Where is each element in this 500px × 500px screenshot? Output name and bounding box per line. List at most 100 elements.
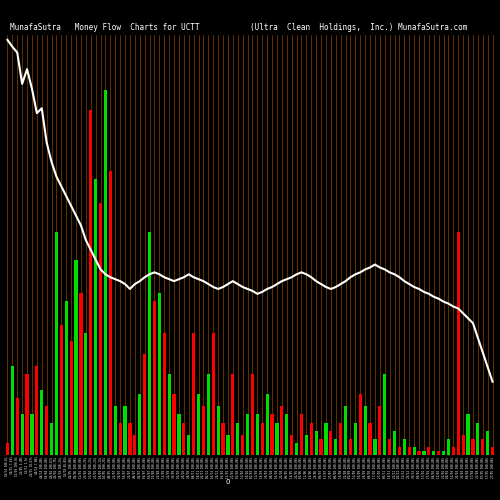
Bar bbox=[398, 447, 401, 455]
Bar bbox=[197, 394, 200, 455]
Bar bbox=[222, 422, 224, 455]
Bar bbox=[30, 414, 34, 455]
Bar bbox=[50, 422, 53, 455]
Text: 0: 0 bbox=[226, 479, 230, 485]
Bar bbox=[168, 374, 170, 455]
Bar bbox=[339, 422, 342, 455]
Bar bbox=[226, 434, 230, 455]
Bar bbox=[241, 434, 244, 455]
Bar bbox=[320, 439, 322, 455]
Bar bbox=[143, 354, 146, 455]
Bar bbox=[452, 447, 455, 455]
Bar bbox=[310, 422, 313, 455]
Bar bbox=[324, 422, 328, 455]
Bar bbox=[491, 447, 494, 455]
Bar bbox=[187, 434, 190, 455]
Bar bbox=[236, 422, 240, 455]
Bar bbox=[36, 366, 38, 455]
Text: MunafaSutra   Money Flow  Charts for UCTT: MunafaSutra Money Flow Charts for UCTT bbox=[10, 22, 200, 32]
Bar bbox=[280, 406, 283, 455]
Bar bbox=[251, 374, 254, 455]
Bar bbox=[358, 394, 362, 455]
Bar bbox=[84, 334, 87, 455]
Bar bbox=[153, 301, 156, 455]
Bar bbox=[256, 414, 259, 455]
Bar bbox=[260, 422, 264, 455]
Bar bbox=[344, 406, 347, 455]
Bar bbox=[428, 447, 430, 455]
Bar bbox=[418, 451, 420, 455]
Bar bbox=[16, 398, 19, 455]
Bar bbox=[172, 394, 176, 455]
Bar bbox=[378, 406, 382, 455]
Bar bbox=[412, 447, 416, 455]
Bar bbox=[408, 447, 411, 455]
Bar bbox=[74, 260, 78, 455]
Bar bbox=[432, 451, 436, 455]
Bar bbox=[486, 430, 489, 455]
Bar bbox=[276, 422, 278, 455]
Bar bbox=[422, 451, 426, 455]
Bar bbox=[216, 406, 220, 455]
Bar bbox=[212, 334, 215, 455]
Bar bbox=[334, 439, 338, 455]
Bar bbox=[295, 443, 298, 455]
Text: (Ultra  Clean  Holdings,  Inc.) MunafaSutra.com: (Ultra Clean Holdings, Inc.) MunafaSutra… bbox=[250, 22, 468, 32]
Bar bbox=[182, 422, 186, 455]
Bar bbox=[192, 334, 195, 455]
Bar bbox=[89, 110, 92, 455]
Bar bbox=[437, 451, 440, 455]
Bar bbox=[388, 439, 391, 455]
Bar bbox=[466, 414, 469, 455]
Bar bbox=[305, 434, 308, 455]
Bar bbox=[374, 439, 376, 455]
Bar bbox=[285, 414, 288, 455]
Bar bbox=[393, 430, 396, 455]
Bar bbox=[232, 374, 234, 455]
Bar bbox=[447, 439, 450, 455]
Bar bbox=[11, 366, 14, 455]
Bar bbox=[134, 434, 136, 455]
Bar bbox=[45, 406, 48, 455]
Bar bbox=[178, 414, 180, 455]
Bar bbox=[158, 292, 161, 455]
Bar bbox=[403, 439, 406, 455]
Bar bbox=[138, 394, 141, 455]
Bar bbox=[99, 204, 102, 455]
Bar bbox=[472, 439, 474, 455]
Bar bbox=[270, 414, 274, 455]
Bar bbox=[162, 334, 166, 455]
Bar bbox=[124, 406, 126, 455]
Bar bbox=[349, 439, 352, 455]
Bar bbox=[383, 374, 386, 455]
Bar bbox=[202, 406, 205, 455]
Bar bbox=[128, 422, 132, 455]
Bar bbox=[462, 434, 464, 455]
Bar bbox=[20, 414, 24, 455]
Bar bbox=[368, 422, 372, 455]
Bar bbox=[118, 422, 122, 455]
Bar bbox=[55, 232, 58, 455]
Bar bbox=[442, 451, 445, 455]
Bar bbox=[364, 406, 366, 455]
Bar bbox=[314, 430, 318, 455]
Bar bbox=[109, 171, 112, 455]
Bar bbox=[60, 325, 63, 455]
Bar bbox=[290, 434, 293, 455]
Bar bbox=[70, 342, 72, 455]
Bar bbox=[114, 406, 117, 455]
Bar bbox=[26, 374, 29, 455]
Bar bbox=[207, 374, 210, 455]
Bar bbox=[6, 443, 9, 455]
Bar bbox=[456, 232, 460, 455]
Bar bbox=[481, 439, 484, 455]
Bar bbox=[300, 414, 303, 455]
Bar bbox=[40, 390, 43, 455]
Bar bbox=[148, 232, 151, 455]
Bar bbox=[476, 422, 480, 455]
Bar bbox=[266, 394, 268, 455]
Bar bbox=[104, 90, 107, 455]
Bar bbox=[330, 430, 332, 455]
Bar bbox=[94, 179, 97, 455]
Bar bbox=[246, 414, 249, 455]
